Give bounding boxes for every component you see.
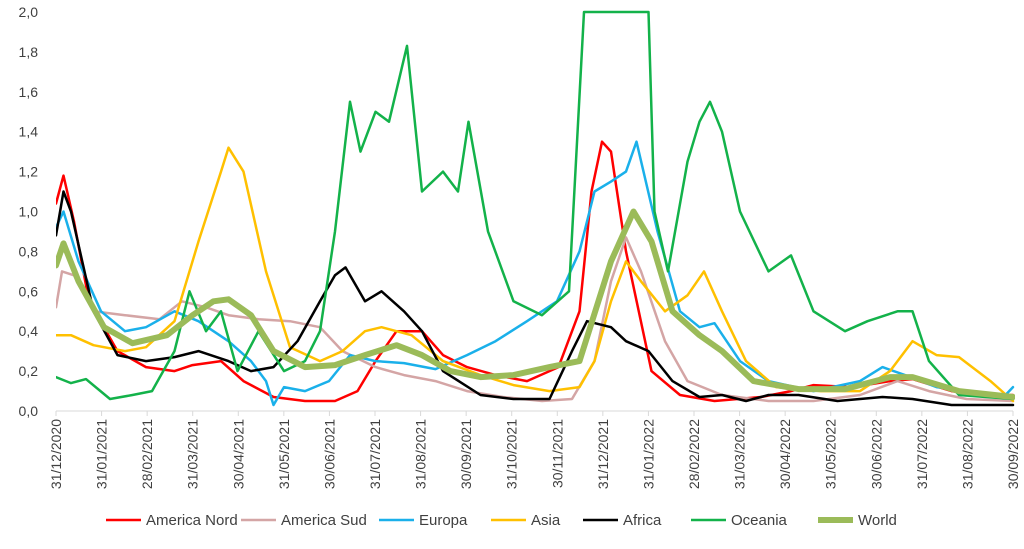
series-line-1 bbox=[56, 236, 1015, 403]
x-tick-label: 30/09/2022 bbox=[1005, 419, 1021, 489]
x-tick-label: 31/01/2022 bbox=[640, 419, 656, 489]
legend-label: Europa bbox=[419, 512, 468, 529]
x-tick-label: 31/05/2022 bbox=[823, 419, 839, 489]
y-tick-label: 0,8 bbox=[19, 243, 39, 259]
y-tick-label: 1,0 bbox=[19, 204, 39, 220]
x-tick-label: 30/06/2022 bbox=[868, 419, 884, 489]
x-tick-label: 30/04/2021 bbox=[230, 419, 246, 489]
x-tick-label: 31/03/2021 bbox=[185, 419, 201, 489]
x-tick-label: 30/04/2022 bbox=[777, 419, 793, 489]
series-line-6 bbox=[56, 208, 1015, 400]
y-tick-label: 1,2 bbox=[19, 164, 39, 180]
x-tick-label: 31/08/2021 bbox=[413, 419, 429, 489]
series-line-0 bbox=[56, 140, 1015, 403]
y-tick-label: 0,4 bbox=[19, 323, 39, 339]
y-tick-label: 1,6 bbox=[19, 84, 39, 100]
y-tick-label: 2,0 bbox=[19, 4, 39, 20]
x-axis: 31/12/2020 31/01/2021 28/02/2021 31/03/2021… bbox=[48, 411, 1021, 489]
legend-label: Africa bbox=[623, 512, 662, 529]
legend: America Nord America Sud Europa Asia Africa O… bbox=[106, 512, 897, 529]
y-tick-label: 0,6 bbox=[19, 283, 39, 299]
x-tick-label: 31/10/2021 bbox=[504, 419, 520, 489]
x-tick-label: 31/08/2022 bbox=[959, 419, 975, 489]
legend-label: America Sud bbox=[281, 512, 367, 529]
x-tick-label: 31/05/2021 bbox=[276, 419, 292, 489]
x-tick-label: 31/03/2022 bbox=[732, 419, 748, 489]
x-tick-label: 28/02/2022 bbox=[686, 419, 702, 489]
x-tick-label: 31/07/2022 bbox=[914, 419, 930, 489]
x-tick-label: 31/07/2021 bbox=[367, 419, 383, 489]
series-line-2 bbox=[56, 140, 1015, 407]
legend-label: Asia bbox=[531, 512, 561, 529]
x-tick-label: 30/06/2021 bbox=[321, 419, 337, 489]
y-axis: 0,0 0,2 0,4 0,6 0,8 1,0 1,2 1,4 1,6 1,8 2,0 bbox=[19, 4, 39, 419]
y-tick-label: 1,4 bbox=[19, 124, 39, 140]
plot-area bbox=[56, 10, 1015, 407]
y-tick-label: 0,0 bbox=[19, 403, 39, 419]
series-line-5 bbox=[56, 10, 1015, 401]
x-tick-label: 31/12/2021 bbox=[595, 419, 611, 489]
x-tick-label: 28/02/2021 bbox=[139, 419, 155, 489]
y-tick-label: 0,2 bbox=[19, 363, 39, 379]
x-tick-label: 31/12/2020 bbox=[48, 419, 64, 489]
legend-label: Oceania bbox=[731, 512, 788, 529]
x-tick-label: 30/09/2021 bbox=[458, 419, 474, 489]
x-tick-label: 30/11/2021 bbox=[549, 419, 565, 488]
legend-label: World bbox=[858, 512, 897, 529]
series-line-4 bbox=[56, 190, 1015, 407]
y-tick-label: 1,8 bbox=[19, 44, 39, 60]
x-tick-label: 31/01/2021 bbox=[94, 419, 110, 489]
legend-label: America Nord bbox=[146, 512, 238, 529]
